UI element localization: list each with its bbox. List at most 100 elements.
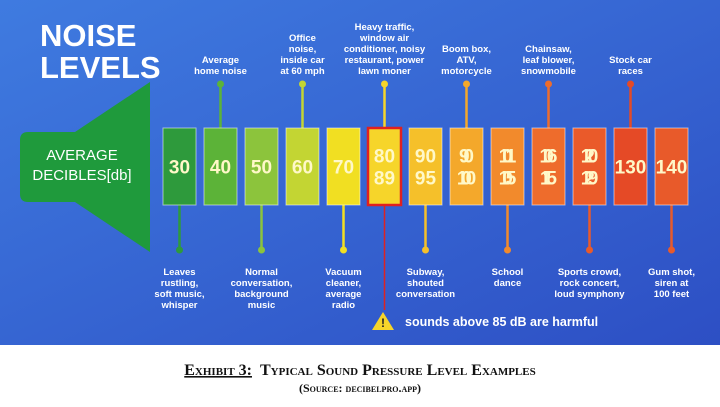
note-above-line: Office (289, 33, 316, 44)
note-above-line: inside car (280, 55, 325, 66)
note-above-line: Chainsaw, (525, 44, 572, 55)
level-box (326, 127, 361, 206)
connector-dot (258, 246, 265, 254)
level-text-line: 89 (374, 169, 395, 190)
note-above-line: Average (202, 55, 239, 66)
scale-label: AVERAGE DECIBLES[db] (32, 147, 131, 184)
level-text: 120 129 (581, 147, 599, 190)
level-text: 130 (615, 158, 647, 179)
level-text-line: 50 (251, 158, 272, 179)
note-above-line: home noise (194, 66, 247, 77)
note-below-line: Sports crowd, (558, 267, 621, 278)
note-below-line: siren at (655, 278, 690, 289)
caption-text: Typical Sound Pressure Level Examples (260, 362, 536, 379)
connector-dot (627, 80, 634, 88)
note-below-line: cleaner, (326, 278, 361, 289)
level-text: 80 89 (374, 147, 395, 190)
connector-dot (545, 80, 552, 88)
level-text-line: 90 (459, 147, 474, 168)
level-box (366, 126, 403, 207)
level-text-line: 105 (499, 169, 517, 190)
level-text-line: 115 (540, 169, 557, 190)
level-box (490, 127, 525, 206)
level-box (203, 127, 238, 206)
note-above-line: motorcycle (441, 66, 492, 77)
note-above: Chainsaw, leaf blower, snowmobile (521, 44, 576, 77)
note-above-line: Stock car (609, 55, 652, 66)
note-above-line: conditioner, noisy (344, 44, 426, 55)
level-box (531, 127, 566, 206)
note-above: Average home noise (194, 55, 247, 77)
title-line: NOISE (40, 18, 136, 53)
connector-dot (668, 246, 675, 254)
note-below: Vacuum cleaner, average radio (325, 267, 361, 311)
note-below-line: average (326, 289, 362, 300)
level-text: 60 (292, 158, 313, 179)
level-text-line: 40 (210, 158, 231, 179)
note-above: Heavy traffic, window air conditioner, noi… (344, 22, 426, 77)
level-text-line: 101 (499, 147, 517, 168)
level-text-line: 106 (540, 147, 558, 168)
level-text: 40 (210, 158, 231, 179)
note-above-line: races (618, 66, 643, 77)
note-below-line: shouted (407, 278, 444, 289)
level-text-line: 90 (415, 147, 436, 168)
note-below-line: loud symphony (554, 289, 625, 300)
warning-icon (372, 312, 394, 330)
note-above-line: snowmobile (521, 66, 576, 77)
connector-dot (504, 246, 511, 254)
note-below-line: radio (332, 300, 355, 311)
note-below-line: School (492, 267, 524, 278)
level-text-line: 95 (415, 169, 437, 190)
note-below-line: Normal (245, 267, 278, 278)
level-box (285, 127, 320, 206)
note-below-line: Subway, (407, 267, 445, 278)
note-above-line: leaf blower, (523, 55, 575, 66)
level-text: 30 (169, 158, 190, 179)
connector-dot (217, 80, 224, 88)
level-text-line: 70 (333, 158, 354, 179)
note-above-line: window air (359, 33, 409, 44)
warning-text: sounds above 85 dB are harmful (405, 315, 598, 329)
connector-dot (381, 80, 388, 88)
level-text: 106 115 (540, 147, 558, 190)
note-below: School dance (492, 267, 524, 289)
connector-dot (422, 246, 429, 254)
note-above-line: restaurant, power (345, 55, 425, 66)
level-text: 101 105 (499, 147, 517, 190)
note-above: Office noise, inside car at 60 mph (280, 33, 325, 77)
note-below: Subway, shouted conversation (396, 267, 455, 300)
caption: Exhibit 3: Typical Sound Pressure Level E… (184, 362, 535, 379)
level-text-line: 130 (615, 158, 647, 179)
note-below-line: rock concert, (560, 278, 620, 289)
level-text-line: 30 (169, 158, 190, 179)
level-box (449, 127, 484, 206)
level-box (244, 127, 279, 206)
level-text: 90 95 (415, 147, 437, 190)
level-box (162, 127, 197, 206)
note-below-line: soft music, (154, 289, 204, 300)
warning-mark: ! (381, 316, 385, 330)
note-below-line: music (248, 300, 275, 311)
note-below-line: conversation, (231, 278, 293, 289)
title-line: LEVELS (40, 50, 161, 85)
level-text-line: 129 (581, 169, 599, 190)
level-text: 70 (333, 158, 354, 179)
note-below: Gum shot, siren at 100 feet (648, 267, 695, 300)
note-below: Leaves rustling, soft music, whisper (154, 267, 204, 311)
connector-dot (176, 246, 183, 254)
level-text-line: 140 (656, 158, 688, 179)
note-below-line: background (234, 289, 289, 300)
level-text-line: 120 (581, 147, 599, 168)
note-above: Stock car races (609, 55, 652, 77)
note-below-line: conversation (396, 289, 455, 300)
level-box (408, 127, 443, 206)
level-text: 50 (251, 158, 272, 179)
level-box (654, 127, 689, 206)
note-below: Normal conversation, background music (231, 267, 293, 311)
level-text-line: 60 (292, 158, 313, 179)
connector-dot (299, 80, 306, 88)
scale-label-line: DECIBLES[db] (32, 167, 131, 184)
